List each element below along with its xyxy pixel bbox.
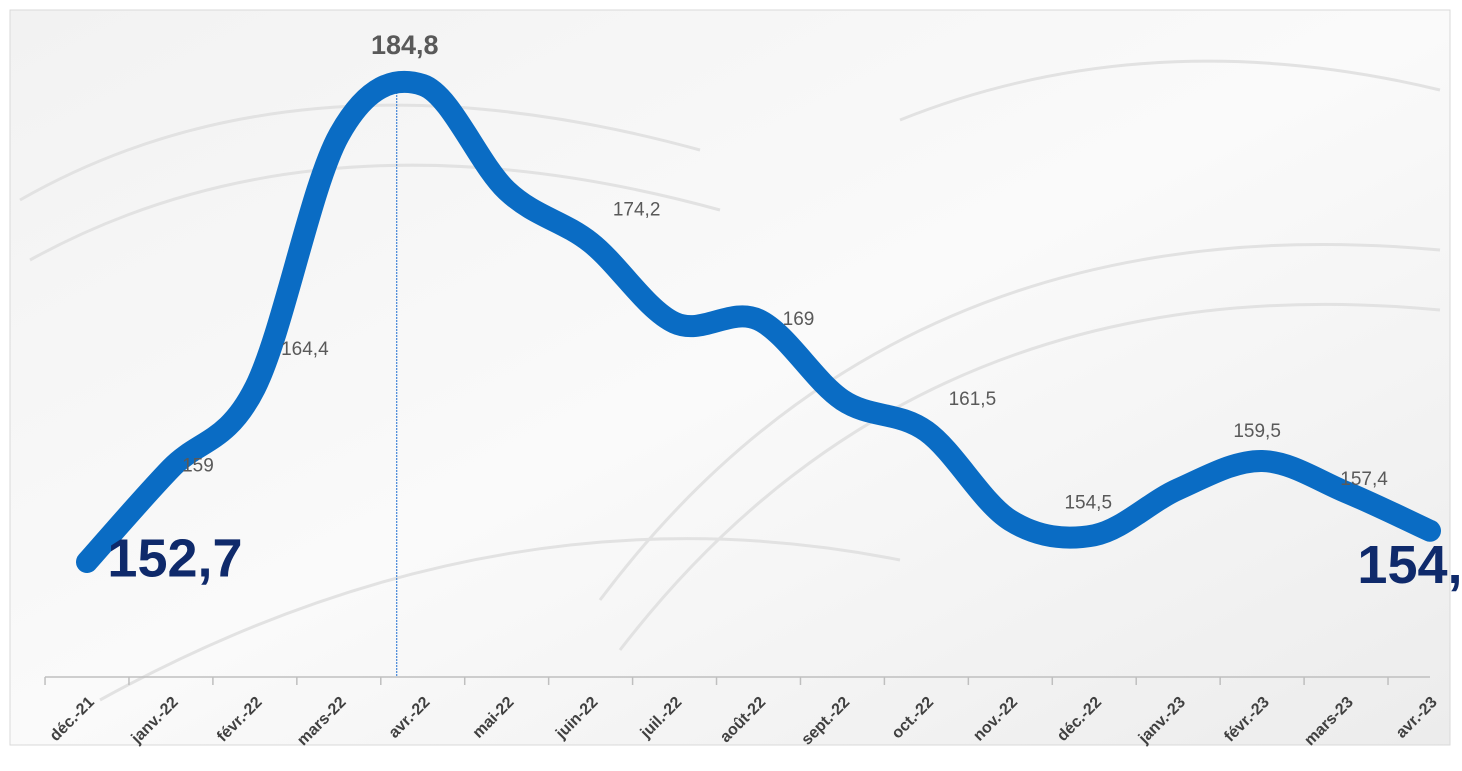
data-label: 154,8 (1357, 535, 1462, 595)
data-label: 174,2 (613, 200, 661, 221)
data-label: 169 (783, 309, 815, 330)
plot-area (9, 9, 1451, 746)
data-label: 161,5 (949, 389, 997, 410)
data-label: 184,8 (371, 30, 439, 60)
data-label: 154,5 (1064, 492, 1112, 513)
line (76, 70, 1441, 573)
background-texture (19, 59, 1441, 702)
data-label: 152,7 (107, 528, 242, 588)
data-label: 159 (182, 455, 214, 476)
data-label: 159,5 (1233, 421, 1281, 442)
data-label: 157,4 (1340, 469, 1388, 490)
data-label: 164,4 (281, 339, 329, 360)
